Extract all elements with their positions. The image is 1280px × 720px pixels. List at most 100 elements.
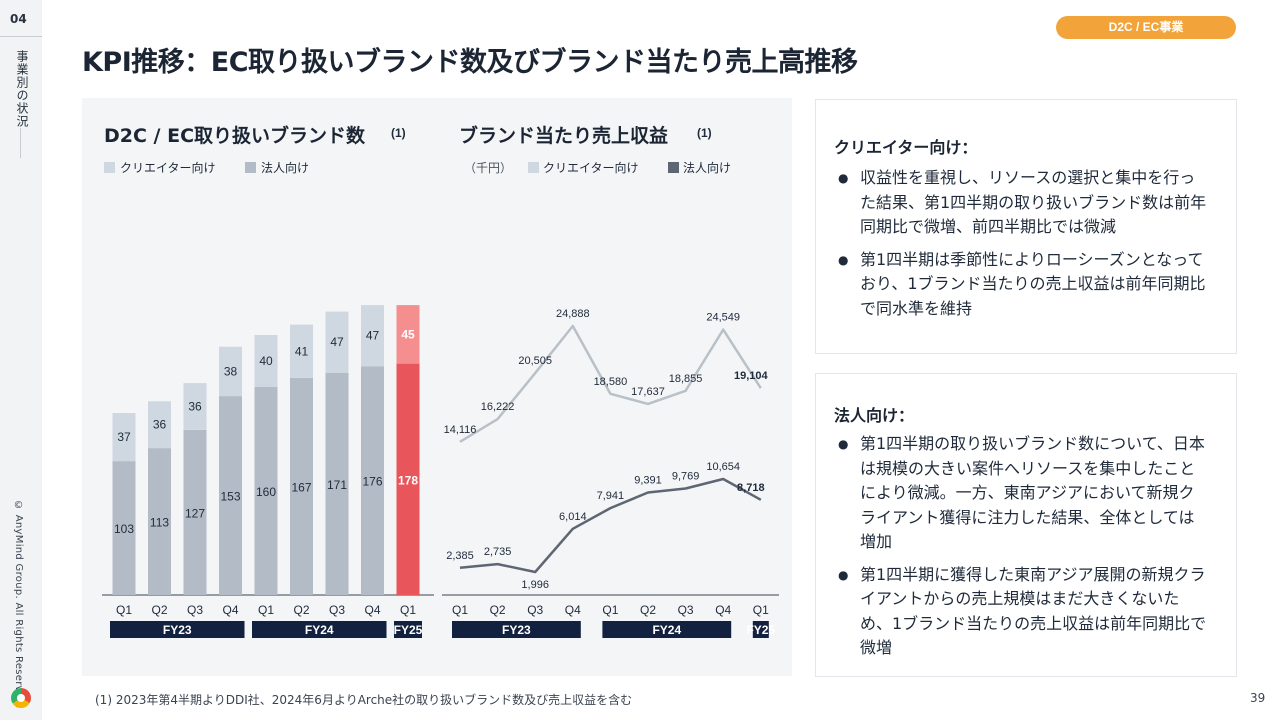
- bar-legend-corporate-swatch: [245, 162, 256, 173]
- bar-legend-corporate-label: 法人向け: [261, 160, 309, 175]
- bar-corporate-value: 127: [185, 506, 205, 520]
- bar-corporate-value: 176: [362, 475, 382, 489]
- creator-bullet: 収益性を重視し、リソースの選択と集中を行った結果、第1四半期の取り扱いブランド数…: [838, 166, 1208, 240]
- line-legend-corporate-swatch: [668, 162, 679, 173]
- bar-corporate-value: 113: [150, 516, 169, 530]
- line-creator-data-label: 24,888: [556, 308, 590, 320]
- line-x-tick-label: Q2: [490, 603, 506, 617]
- sidebar-section-line: [20, 128, 21, 158]
- creator-heading: クリエイター向け：: [834, 138, 978, 157]
- bar-corporate: [148, 448, 171, 595]
- bar-corporate-value: 160: [256, 485, 276, 499]
- bar-corporate: [219, 396, 242, 595]
- line-chart-unit: （千円）: [464, 161, 512, 175]
- bar-legend-creator-label: クリエイター向け: [120, 160, 216, 175]
- line-corporate-data-label: 2,385: [446, 550, 474, 562]
- bar-corporate: [290, 377, 313, 595]
- bar-x-tick-label: Q1: [116, 603, 132, 617]
- bar-chart-title: D2C / EC取り扱いブランド数: [104, 124, 366, 147]
- line-fy-label: FY25: [746, 623, 775, 637]
- bar-creator: [254, 335, 278, 387]
- line-corporate-data-label: 9,391: [634, 475, 662, 487]
- bar-x-tick-label: Q1: [400, 603, 416, 617]
- segment-badge: D2C / EC事業: [1056, 16, 1236, 39]
- bar-corporate-value: 167: [291, 480, 311, 494]
- bar-creator: [148, 401, 171, 449]
- footnote: (1) 2023年第4半期よりDDI社、2024年6月よりArche社の取り扱い…: [95, 693, 633, 707]
- creator-commentary: クリエイター向け： 収益性を重視し、リソースの選択と集中を行った結果、第1四半期…: [815, 99, 1237, 354]
- bar-creator: [325, 311, 349, 373]
- line-fy-bar: [452, 621, 581, 638]
- line-creator-data-label: 24,549: [706, 312, 740, 324]
- bar-x-tick-label: Q3: [329, 603, 345, 617]
- bar-x-tick-label: Q2: [293, 603, 309, 617]
- bar-corporate-value: 178: [398, 473, 418, 487]
- line-legend-corporate-label: 法人向け: [683, 160, 731, 175]
- creator-bullet: 第1四半期は季節性によりローシーズンとなっており、1ブランド当たりの売上収益は前…: [838, 248, 1208, 322]
- bar-corporate: [183, 429, 207, 595]
- line-series-corporate: [459, 477, 762, 574]
- bar-creator: [219, 346, 242, 397]
- bar-x-tick-label: Q1: [258, 603, 274, 617]
- bar-creator-value: 37: [117, 430, 131, 444]
- line-legend-creator-label: クリエイター向け: [543, 160, 639, 175]
- bar-corporate-value: 103: [114, 522, 134, 536]
- charts-svg: D2C / EC取り扱いブランド数 (1) クリエイター向け 法人向け 103 37 Q1 1…: [102, 124, 779, 638]
- line-creator-data-label: 17,637: [631, 386, 665, 398]
- line-fy-label: FY23: [502, 623, 531, 637]
- line-corporate-data-label: 2,735: [484, 546, 512, 558]
- bar-creator: [183, 383, 207, 430]
- bar-corporate: [254, 387, 278, 595]
- creator-bullets: 収益性を重視し、リソースの選択と集中を行った結果、第1四半期の取り扱いブランド数…: [838, 166, 1208, 329]
- line-creator-data-label: 18,580: [594, 376, 628, 388]
- bar-creator: [361, 305, 384, 367]
- line-x-tick-label: Q3: [527, 603, 543, 617]
- bar-creator: [112, 413, 136, 462]
- page-number: 04: [10, 12, 27, 26]
- bar-creator-value: 36: [188, 400, 202, 414]
- bar-fy-bar: [252, 621, 387, 638]
- bar-corporate: [396, 363, 420, 595]
- bar-creator: [396, 305, 420, 364]
- line-x-tick-label: Q1: [602, 603, 618, 617]
- bar-creator-value: 36: [153, 418, 167, 432]
- line-creator-data-label: 14,116: [444, 424, 477, 436]
- bar-fy-label: FY23: [163, 623, 192, 637]
- line-creator-data-label: 18,855: [669, 373, 703, 385]
- line-series-creator: [459, 324, 762, 443]
- line-legend-creator-swatch: [528, 162, 539, 173]
- bar-fy-label: FY24: [305, 623, 334, 637]
- line-creator-data-label: 19,104: [734, 370, 769, 382]
- bar-corporate: [325, 372, 349, 595]
- anymind-logo-icon: [11, 688, 31, 708]
- bar-fy-bar: [110, 621, 245, 638]
- bar-fy-bar: [394, 621, 422, 638]
- page-footer-number: 39: [1250, 691, 1266, 705]
- bar-creator: [290, 324, 313, 378]
- line-creator-data-label: 16,222: [481, 401, 515, 413]
- bar-creator-value: 45: [401, 327, 415, 341]
- line-corporate-data-label: 7,941: [597, 490, 625, 502]
- corporate-commentary: 法人向け： 第1四半期の取り扱いブランド数について、日本は規模の大きい案件へリソ…: [815, 373, 1237, 677]
- bar-legend-creator-swatch: [104, 162, 115, 173]
- bar-chart-title-note: (1): [391, 126, 406, 140]
- bar-x-tick-label: Q4: [222, 603, 238, 617]
- line-x-tick-label: Q2: [640, 603, 656, 617]
- sidebar: 04 事業別の状況 © AnyMind Group. All Rights Re…: [0, 0, 42, 720]
- copyright: © AnyMind Group. All Rights Reserved.: [13, 500, 24, 709]
- bar-creator-value: 47: [330, 335, 344, 349]
- line-fy-bar: [752, 621, 769, 638]
- line-x-tick-label: Q1: [452, 603, 468, 617]
- line-x-tick-label: Q1: [753, 603, 769, 617]
- line-fy-bar: [602, 621, 732, 638]
- bar-creator-value: 47: [366, 329, 380, 343]
- line-chart-title-note: (1): [697, 126, 712, 140]
- line-chart-title: ブランド当たり売上収益: [459, 124, 668, 147]
- line-corporate-data-label: 9,769: [672, 470, 700, 482]
- line-creator-data-label: 20,505: [518, 355, 552, 367]
- corporate-heading: 法人向け：: [834, 406, 915, 425]
- line-corporate-data-label: 1,996: [521, 579, 549, 591]
- corporate-bullet: 第1四半期に獲得した東南アジア展開の新規クライアントからの売上規模はまだ大きくな…: [838, 563, 1208, 661]
- line-x-tick-label: Q4: [565, 603, 581, 617]
- corporate-bullet: 第1四半期の取り扱いブランド数について、日本は規模の大きい案件へリソースを集中し…: [838, 432, 1208, 555]
